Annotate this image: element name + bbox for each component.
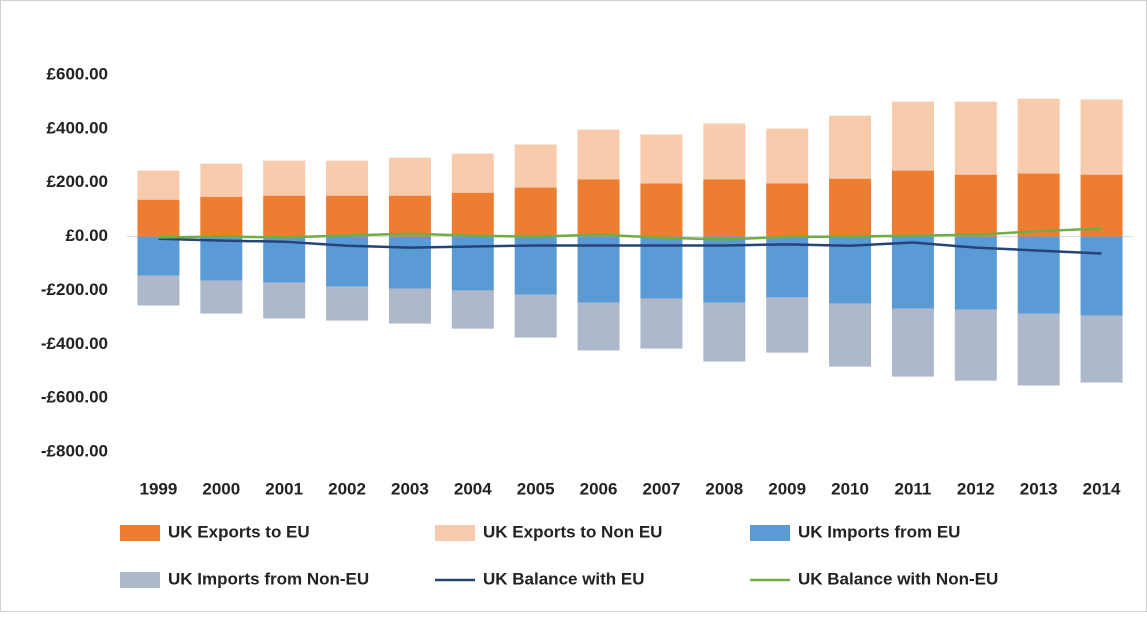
y-tick-label: £600.00 xyxy=(47,64,108,83)
bar xyxy=(766,297,809,353)
legend-label: UK Exports to Non EU xyxy=(483,522,662,541)
x-tick-label: 2011 xyxy=(894,479,931,498)
bar xyxy=(577,129,620,180)
bar xyxy=(137,236,180,276)
bar xyxy=(514,144,557,188)
x-tick-label: 2007 xyxy=(643,479,681,498)
bar xyxy=(891,308,934,377)
legend-marker xyxy=(120,572,160,588)
bar xyxy=(829,178,872,237)
bar xyxy=(703,179,746,237)
bar xyxy=(514,294,557,338)
bar xyxy=(200,280,243,314)
bar xyxy=(388,236,431,289)
bar xyxy=(954,174,997,237)
bar xyxy=(514,187,557,237)
legend-marker xyxy=(435,525,475,541)
bar xyxy=(388,288,431,324)
x-tick-label: 2005 xyxy=(517,479,555,498)
bar xyxy=(640,183,683,237)
legend-label: UK Exports to EU xyxy=(168,522,310,541)
y-tick-label: £400.00 xyxy=(47,118,108,137)
bar xyxy=(326,195,369,237)
x-tick-label: 2006 xyxy=(580,479,618,498)
bar xyxy=(388,157,431,196)
x-tick-label: 2001 xyxy=(265,479,303,498)
bar xyxy=(137,199,180,237)
bar xyxy=(1017,236,1060,314)
bar xyxy=(1017,98,1060,174)
bar xyxy=(640,134,683,184)
line xyxy=(158,227,1102,241)
y-tick-label: £0.00 xyxy=(65,226,108,245)
legend-label: UK Imports from Non-EU xyxy=(168,569,369,588)
bar xyxy=(766,236,809,298)
bar xyxy=(829,303,872,367)
bar xyxy=(200,163,243,197)
bar xyxy=(1017,313,1060,386)
bar xyxy=(640,236,683,299)
bar xyxy=(1080,315,1123,383)
bar xyxy=(703,123,746,180)
bar xyxy=(263,195,306,237)
bar xyxy=(829,115,872,179)
y-tick-label: -£200.00 xyxy=(41,280,108,299)
legend-label: UK Balance with EU xyxy=(483,569,645,588)
x-tick-label: 2014 xyxy=(1083,479,1121,498)
bar xyxy=(326,286,369,321)
bar xyxy=(263,282,306,319)
y-tick-label: £200.00 xyxy=(47,172,108,191)
y-tick-label: -£400.00 xyxy=(41,334,108,353)
bar xyxy=(326,160,369,196)
bar xyxy=(891,101,934,171)
x-tick-label: 2013 xyxy=(1020,479,1058,498)
bar xyxy=(137,170,180,200)
bar xyxy=(451,290,494,329)
bar xyxy=(263,236,306,283)
bar xyxy=(137,275,180,306)
bar xyxy=(577,302,620,351)
bar xyxy=(1080,174,1123,237)
bar xyxy=(640,298,683,349)
x-tick-label: 2000 xyxy=(202,479,240,498)
bar xyxy=(954,101,997,175)
bar xyxy=(766,128,809,184)
bar xyxy=(891,236,934,309)
bar xyxy=(451,236,494,291)
bar xyxy=(703,302,746,362)
bar xyxy=(766,183,809,237)
bar xyxy=(451,153,494,193)
bar xyxy=(200,196,243,237)
bar xyxy=(388,195,431,237)
bar xyxy=(703,236,746,303)
bar xyxy=(1080,99,1123,175)
x-tick-label: 2010 xyxy=(831,479,869,498)
y-tick-label: -£600.00 xyxy=(41,388,108,407)
x-tick-label: 1999 xyxy=(140,479,178,498)
bar xyxy=(891,170,934,237)
bar xyxy=(829,236,872,304)
y-tick-label: -£800.00 xyxy=(41,441,108,460)
x-tick-label: 2003 xyxy=(391,479,429,498)
x-tick-label: 2002 xyxy=(328,479,366,498)
legend-label: UK Balance with Non-EU xyxy=(798,569,998,588)
legend-marker xyxy=(750,525,790,541)
bar xyxy=(1080,236,1123,316)
bar xyxy=(263,160,306,196)
x-tick-label: 2009 xyxy=(768,479,806,498)
x-tick-label: 2008 xyxy=(705,479,743,498)
line xyxy=(158,237,1102,255)
x-tick-label: 2012 xyxy=(957,479,995,498)
x-tick-label: 2004 xyxy=(454,479,492,498)
bar xyxy=(577,236,620,303)
legend-marker xyxy=(120,525,160,541)
legend-label: UK Imports from EU xyxy=(798,522,960,541)
bar xyxy=(1017,173,1060,237)
bar xyxy=(200,236,243,281)
bar xyxy=(577,179,620,237)
bar xyxy=(451,192,494,237)
bar xyxy=(954,309,997,381)
